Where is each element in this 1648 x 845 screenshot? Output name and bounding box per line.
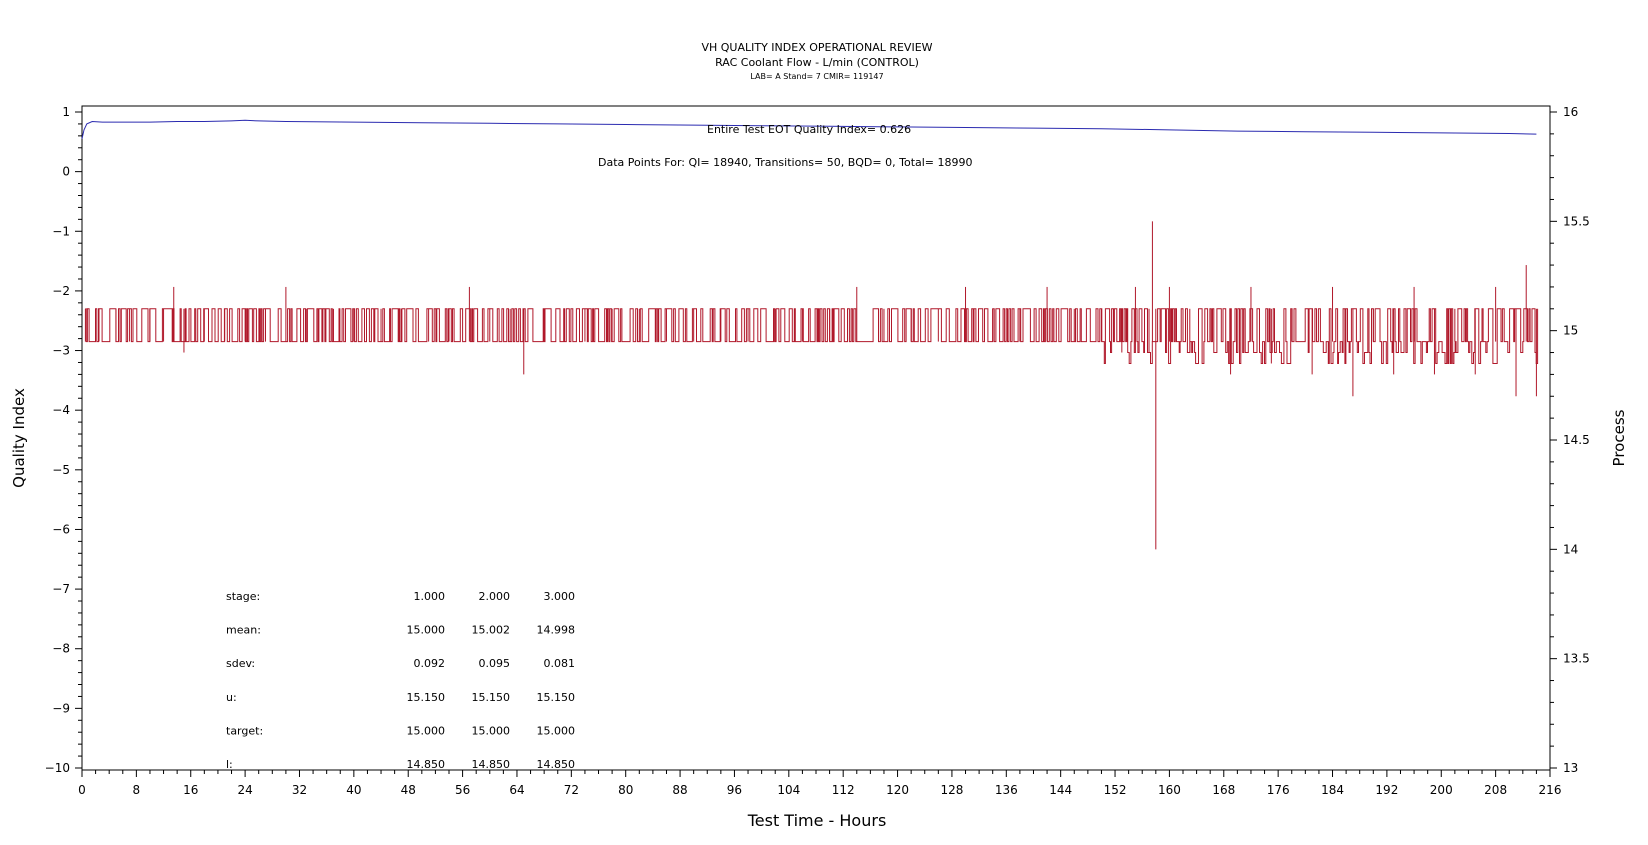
y-right-tick-label: 14 bbox=[1563, 542, 1578, 556]
x-tick-label: 40 bbox=[346, 783, 361, 797]
stats-cell: 14.850 bbox=[407, 758, 446, 771]
stats-cell: 2.000 bbox=[479, 590, 511, 603]
stats-cell: 3.000 bbox=[544, 590, 576, 603]
x-tick-label: 216 bbox=[1539, 783, 1562, 797]
y-axis-right: 16 15.5 15 14.5 14 13.5 13 bbox=[1550, 105, 1590, 775]
x-tick-label: 200 bbox=[1430, 783, 1453, 797]
stats-cell: 14.850 bbox=[472, 758, 511, 771]
y-right-tick-label: 13.5 bbox=[1563, 652, 1590, 666]
x-tick-label: 48 bbox=[401, 783, 416, 797]
stats-cell: 15.150 bbox=[407, 691, 446, 704]
y-left-tick-label: −5 bbox=[52, 463, 70, 477]
stats-row-label: mean: bbox=[226, 624, 261, 637]
x-tick-label: 192 bbox=[1375, 783, 1398, 797]
stats-table: stage: 1.000 2.000 3.000 mean: 15.000 15.002 14… bbox=[226, 590, 575, 771]
stats-cell: 15.002 bbox=[472, 624, 511, 637]
y-left-tick-label: −1 bbox=[52, 224, 70, 238]
x-tick-label: 88 bbox=[672, 783, 687, 797]
x-tick-label: 144 bbox=[1049, 783, 1072, 797]
x-tick-label: 176 bbox=[1267, 783, 1290, 797]
y-left-tick-label: −4 bbox=[52, 403, 70, 417]
stats-cell: 15.000 bbox=[472, 724, 511, 737]
stats-cell: 14.850 bbox=[537, 758, 576, 771]
y-left-tick-label: −3 bbox=[52, 344, 70, 358]
stats-cell: 1.000 bbox=[414, 590, 446, 603]
stats-cell: 15.150 bbox=[472, 691, 511, 704]
x-tick-label: 0 bbox=[78, 783, 86, 797]
stats-cell: 15.000 bbox=[407, 724, 446, 737]
x-tick-label: 72 bbox=[564, 783, 579, 797]
y-left-tick-label: −10 bbox=[45, 761, 70, 775]
x-tick-label: 64 bbox=[509, 783, 524, 797]
stats-cell: 15.000 bbox=[537, 724, 576, 737]
chart-subtitle-2: LAB= A Stand= 7 CMIR= 119147 bbox=[750, 72, 883, 81]
y-right-tick-label: 16 bbox=[1563, 105, 1578, 119]
plot-frame bbox=[81, 105, 1551, 771]
x-tick-label: 24 bbox=[237, 783, 252, 797]
points-annotation: Data Points For: QI= 18940, Transitions=… bbox=[598, 156, 973, 169]
stats-row-label: u: bbox=[226, 691, 237, 704]
process-series bbox=[84, 221, 1539, 550]
y-left-tick-label: −8 bbox=[52, 642, 70, 656]
x-tick-label: 104 bbox=[777, 783, 800, 797]
quality-index-series-line bbox=[81, 119, 1537, 139]
y-left-tick-label: 1 bbox=[62, 105, 70, 119]
stats-cell: 0.081 bbox=[544, 657, 576, 670]
y-left-tick-label: −2 bbox=[52, 284, 70, 298]
qi-annotation: Entire Test EOT Quality Index= 0.626 bbox=[707, 123, 911, 136]
stats-cell: 15.000 bbox=[407, 624, 446, 637]
x-tick-label: 168 bbox=[1212, 783, 1235, 797]
y-left-tick-label: −7 bbox=[52, 582, 70, 596]
y-left-tick-label: −9 bbox=[52, 701, 70, 715]
x-tick-label: 120 bbox=[886, 783, 909, 797]
stats-row-label: target: bbox=[226, 724, 263, 737]
chart-subtitle: RAC Coolant Flow - L/min (CONTROL) bbox=[715, 56, 919, 69]
stats-row-label: sdev: bbox=[226, 657, 255, 670]
stats-cell: 14.998 bbox=[537, 624, 576, 637]
x-axis-label: Test Time - Hours bbox=[747, 811, 887, 830]
y-right-tick-label: 15.5 bbox=[1563, 214, 1590, 228]
x-tick-label: 112 bbox=[832, 783, 855, 797]
process-series-line bbox=[85, 308, 1539, 364]
y-right-tick-label: 15 bbox=[1563, 324, 1578, 338]
stats-cell: 0.092 bbox=[414, 657, 446, 670]
x-tick-label: 80 bbox=[618, 783, 633, 797]
y-axis-left: 1 0 −1 −2 −3 −4 −5 −6 −7 −8 −9 −10 bbox=[45, 105, 82, 775]
x-tick-label: 184 bbox=[1321, 783, 1344, 797]
stats-row-label: stage: bbox=[226, 590, 260, 603]
x-tick-label: 208 bbox=[1484, 783, 1507, 797]
x-tick-label: 128 bbox=[940, 783, 963, 797]
x-axis: 0 8 16 24 32 40 48 56 64 72 80 88 96 104 112 120 128 136 1… bbox=[78, 770, 1561, 797]
x-tick-label: 56 bbox=[455, 783, 470, 797]
y-right-tick-label: 14.5 bbox=[1563, 433, 1590, 447]
x-tick-label: 96 bbox=[727, 783, 742, 797]
x-tick-label: 32 bbox=[292, 783, 307, 797]
chart-title: VH QUALITY INDEX OPERATIONAL REVIEW bbox=[701, 41, 932, 54]
x-tick-label: 152 bbox=[1104, 783, 1127, 797]
y-axis-label-left: Quality Index bbox=[10, 388, 28, 488]
x-tick-label: 8 bbox=[133, 783, 141, 797]
y-left-tick-label: 0 bbox=[62, 165, 70, 179]
y-left-tick-label: −6 bbox=[52, 522, 70, 536]
x-tick-label: 160 bbox=[1158, 783, 1181, 797]
stats-cell: 15.150 bbox=[537, 691, 576, 704]
x-tick-label: 16 bbox=[183, 783, 198, 797]
y-right-tick-label: 13 bbox=[1563, 761, 1578, 775]
stats-row-label: l: bbox=[226, 758, 233, 771]
y-axis-label-right: Process bbox=[1610, 409, 1628, 466]
stats-cell: 0.095 bbox=[479, 657, 511, 670]
x-tick-label: 136 bbox=[995, 783, 1018, 797]
